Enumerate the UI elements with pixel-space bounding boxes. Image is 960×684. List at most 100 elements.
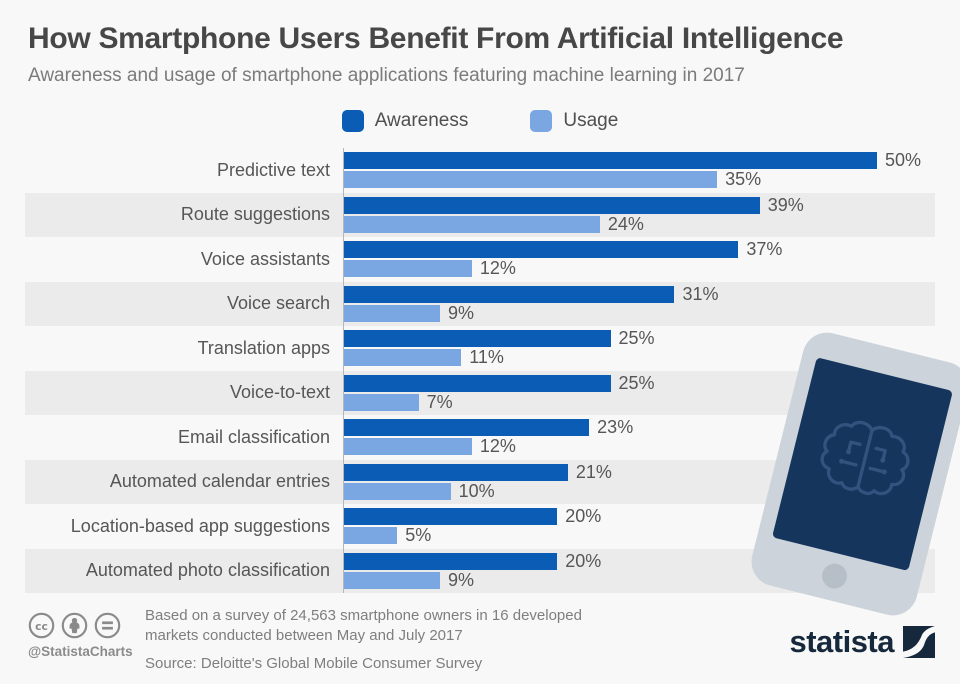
awareness-bar <box>344 419 590 437</box>
svg-text:cc: cc <box>35 620 48 633</box>
usage-bar-line: 12% <box>344 258 935 278</box>
cc-equal-icon <box>94 612 121 639</box>
awareness-bar-line: 20% <box>344 506 935 527</box>
category-label: Location-based app suggestions <box>70 515 330 536</box>
usage-swatch-icon <box>530 110 553 132</box>
bar-value: 50% <box>885 150 922 171</box>
category-label: Automated calendar entries <box>109 471 330 492</box>
chart-row: Voice search 31% 9% <box>25 281 935 326</box>
awareness-bar <box>344 552 558 570</box>
bar-value: 21% <box>575 461 612 482</box>
usage-bar <box>344 527 398 545</box>
legend-label-awareness: Awareness <box>374 110 469 131</box>
bar-group: 20% 9% <box>344 550 935 590</box>
usage-bar <box>344 260 472 278</box>
category-label: Email classification <box>177 426 330 447</box>
bar-value: 24% <box>607 213 644 234</box>
bar-value: 9% <box>447 302 474 323</box>
category-label: Automated photo classification <box>85 560 330 581</box>
chart-row: Voice assistants 37% 12% <box>25 237 935 282</box>
awareness-bar-line: 31% <box>344 284 935 304</box>
awareness-bar-line: 37% <box>344 239 935 260</box>
footnote-block: Based on a survey of 24,563 smartphone o… <box>145 606 582 672</box>
cc-license-icons: cc <box>28 612 143 639</box>
usage-bar-line: 9% <box>344 302 935 323</box>
awareness-bar-line: 23% <box>344 417 935 438</box>
usage-bar <box>344 304 440 322</box>
statista-wordmark: statista <box>789 624 894 659</box>
bar-group: 23% 12% <box>344 417 935 457</box>
usage-bar-line: 9% <box>344 570 935 590</box>
bar-value: 7% <box>426 391 453 412</box>
awareness-bar <box>344 463 568 481</box>
legend-label-usage: Usage <box>563 110 619 131</box>
usage-bar-line: 35% <box>344 169 935 190</box>
bar-group: 37% 12% <box>344 239 935 278</box>
bar-group: 25% 7% <box>344 373 935 412</box>
bar-value: 11% <box>469 347 504 368</box>
usage-bar <box>344 215 600 233</box>
usage-bar-line: 5% <box>344 525 935 546</box>
creative-commons-block: cc @StatistaCharts <box>28 612 143 659</box>
legend-item-awareness: Awareness <box>341 110 469 132</box>
axis-baseline <box>343 148 344 593</box>
usage-bar <box>344 171 718 189</box>
bar-value: 35% <box>725 169 762 190</box>
bar-value: 20% <box>565 550 602 571</box>
bar-value: 20% <box>565 506 602 527</box>
chart-header: How Smartphone Users Benefit From Artifi… <box>28 22 940 87</box>
legend-item-usage: Usage <box>530 110 618 132</box>
awareness-bar <box>344 330 611 348</box>
bar-value: 37% <box>746 239 783 260</box>
bar-group: 39% 24% <box>344 194 935 234</box>
category-label: Predictive text <box>216 159 330 180</box>
bar-value: 10% <box>458 480 495 501</box>
awareness-bar <box>344 374 611 392</box>
bar-value: 39% <box>767 194 804 215</box>
bar-group: 20% 5% <box>344 506 935 546</box>
awareness-bar-line: 39% <box>344 194 935 215</box>
awareness-bar-line: 25% <box>344 373 935 393</box>
awareness-bar-line: 25% <box>344 328 935 348</box>
bar-group: 31% 9% <box>344 284 935 323</box>
chart-rows: Predictive text 50% 35% Route suggestions 39… <box>25 148 935 593</box>
awareness-bar-line: 20% <box>344 550 935 571</box>
chart-row: Email classification 23% 12% <box>25 415 935 460</box>
usage-bar <box>344 482 451 500</box>
awareness-swatch-icon <box>341 110 364 132</box>
source-line: Source: Deloitte's Global Mobile Consume… <box>145 655 483 672</box>
survey-note-line2: markets conducted between May and July 2… <box>145 627 463 644</box>
chart-row: Predictive text 50% 35% <box>25 148 935 193</box>
survey-note-line1: Based on a survey of 24,563 smartphone o… <box>145 607 582 624</box>
chart-row: Automated photo classification 20% 9% <box>25 548 935 593</box>
usage-bar <box>344 438 472 456</box>
bar-value: 23% <box>597 417 634 438</box>
category-label: Voice-to-text <box>229 382 330 403</box>
statista-logo-icon <box>903 626 935 658</box>
usage-bar <box>344 571 440 589</box>
chart-row: Voice-to-text 25% 7% <box>25 370 935 415</box>
usage-bar-line: 7% <box>344 391 935 412</box>
chart-row: Automated calendar entries 21% 10% <box>25 459 935 504</box>
bar-value: 12% <box>479 436 516 457</box>
usage-bar-line: 12% <box>344 436 935 457</box>
chart-row: Location-based app suggestions 20% 5% <box>25 504 935 549</box>
awareness-bar <box>344 152 877 170</box>
statista-charts-handle: @StatistaCharts <box>28 644 133 659</box>
category-label: Route suggestions <box>180 204 330 225</box>
usage-bar <box>344 349 462 367</box>
category-label: Translation apps <box>197 337 330 358</box>
chart-subtitle: Awareness and usage of smartphone applic… <box>28 65 745 86</box>
usage-bar-line: 24% <box>344 213 935 234</box>
awareness-bar-line: 50% <box>344 150 935 171</box>
awareness-bar <box>344 508 558 526</box>
chart-title: How Smartphone Users Benefit From Artifi… <box>28 22 844 55</box>
chart-row: Translation apps 25% 11% <box>25 326 935 371</box>
awareness-bar <box>344 196 760 214</box>
bar-value: 5% <box>405 525 432 546</box>
usage-bar <box>344 393 419 411</box>
awareness-bar <box>344 241 739 259</box>
category-label: Voice assistants <box>200 248 330 269</box>
bar-group: 21% 10% <box>344 461 935 501</box>
